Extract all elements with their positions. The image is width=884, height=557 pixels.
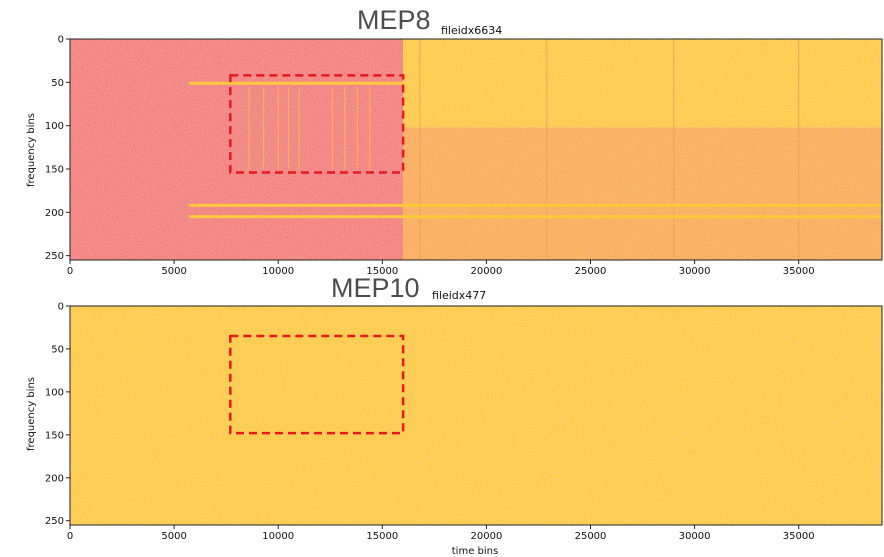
x-tick-label: 0: [67, 531, 73, 542]
highlight-box: [229, 74, 405, 174]
y-tick-label: 200: [45, 208, 64, 219]
x-tick-label: 25000: [575, 531, 607, 542]
plot-area: 0 5000 10000 15000 20000 25000 30000 35000 0 50 10…: [45, 35, 883, 277]
x-tick-label: 30000: [679, 531, 711, 542]
x-tick-label: 15000: [366, 266, 398, 277]
chart-subtitle: fileidx6634: [441, 24, 502, 37]
y-tick-label: 200: [45, 473, 64, 484]
y-tick-label: 100: [45, 387, 64, 398]
y-tick-label: 250: [45, 251, 64, 262]
plot-area: 0 5000 10000 15000 20000 25000 30000 35000 0 50 10…: [45, 302, 883, 542]
y-tick-label: 0: [58, 35, 64, 46]
y-axis-label: frequency bins: [26, 377, 37, 451]
x-tick-label: 15000: [366, 531, 398, 542]
x-tick-label: 35000: [783, 531, 815, 542]
spectrogram-panel-mep8: MEP8 fileidx6634 0 5000 10000 15000 20000 250…: [26, 5, 883, 277]
x-tick-label: 10000: [262, 531, 294, 542]
y-tick-label: 150: [45, 430, 64, 441]
x-tick-label: 25000: [575, 266, 607, 277]
x-tick-label: 5000: [161, 266, 186, 277]
x-tick-label: 20000: [471, 531, 503, 542]
y-tick-label: 100: [45, 121, 64, 132]
chart-subtitle: fileidx477: [432, 289, 486, 302]
y-tick-label: 150: [45, 165, 64, 176]
heatmap-region-2: [403, 127, 882, 260]
chart-title: MEP10: [331, 273, 420, 303]
y-tick-label: 50: [51, 78, 64, 89]
x-tick-label: 5000: [161, 531, 186, 542]
x-tick-label: 20000: [471, 266, 503, 277]
y-tick-label: 0: [58, 302, 64, 313]
y-tick-label: 50: [51, 344, 64, 355]
plot-frame: [69, 38, 883, 261]
y-axis-label: frequency bins: [26, 113, 37, 187]
heatmap-region-1: [403, 39, 882, 128]
x-tick-label: 10000: [262, 266, 294, 277]
heatmap-cells: [70, 306, 882, 525]
x-tick-label: 35000: [783, 266, 815, 277]
y-tick-label: 250: [45, 516, 64, 527]
spectrogram-panel-mep10: MEP10 fileidx477 0 5000 10000 15000 20000 250…: [26, 273, 883, 557]
highlight-box: [229, 334, 405, 435]
heatmap-cells: [70, 39, 882, 260]
heatmap-region-0: [70, 306, 882, 525]
chart-title: MEP8: [357, 5, 431, 35]
x-tick-label: 30000: [679, 266, 711, 277]
heatmap-region-0: [70, 39, 404, 260]
x-tick-label: 0: [67, 266, 73, 277]
plot-frame: [69, 305, 883, 526]
x-axis-label: time bins: [452, 546, 498, 557]
